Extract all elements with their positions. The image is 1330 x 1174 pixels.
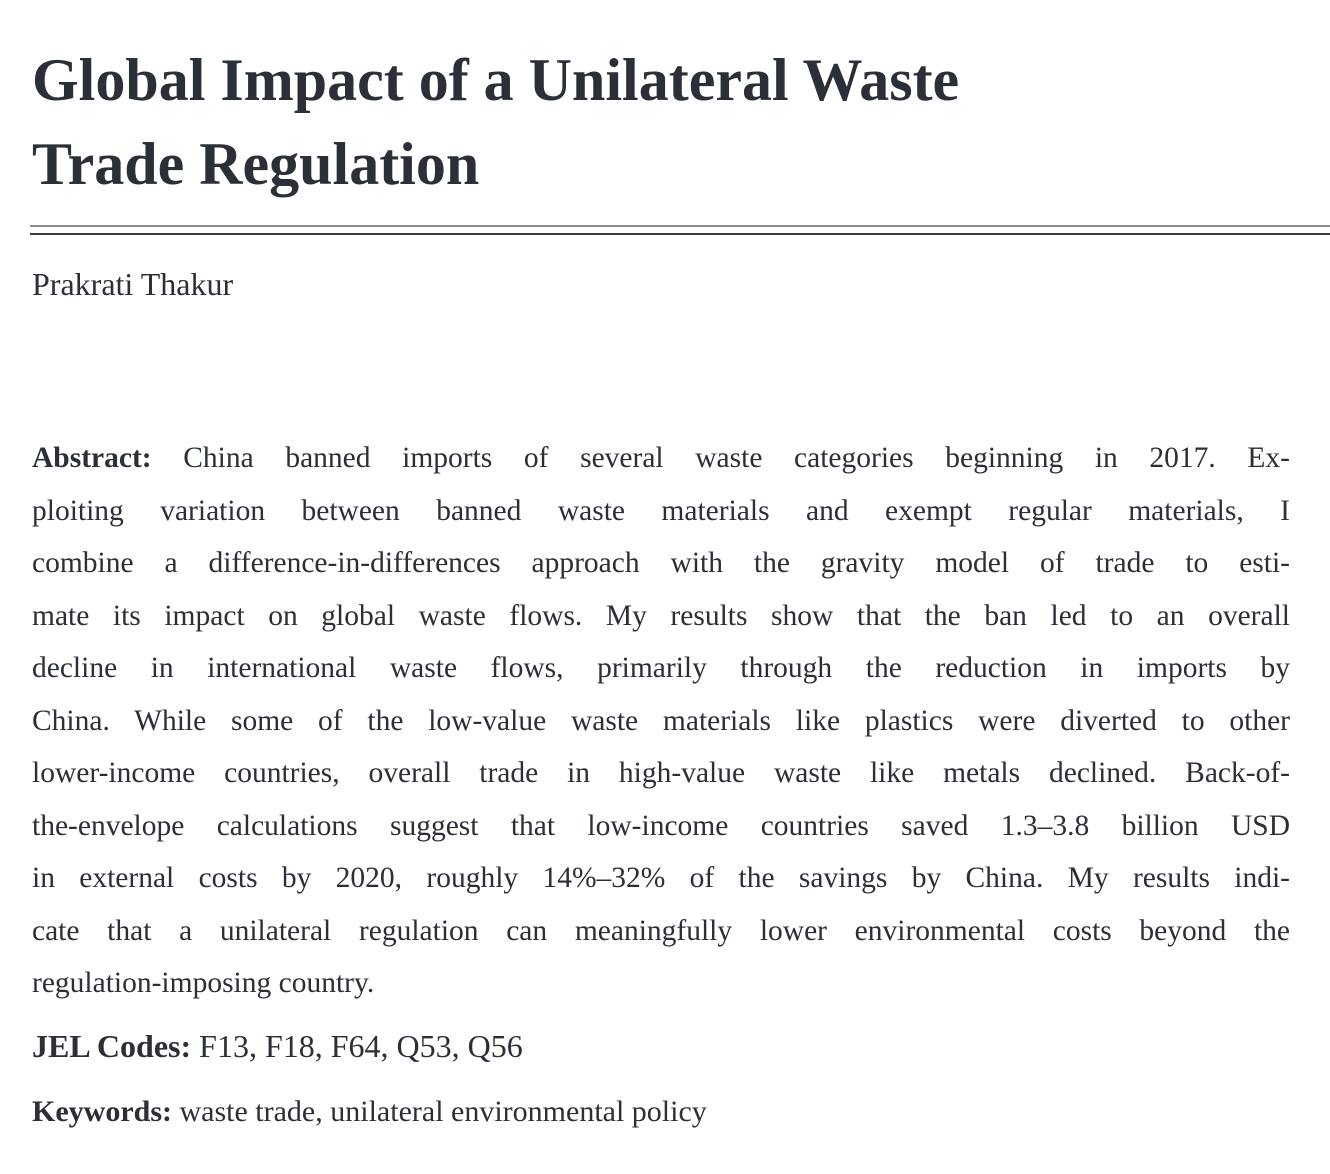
abstract-line: cate that a unilateral regulation can me… bbox=[32, 914, 1290, 947]
jel-label: JEL Codes: bbox=[32, 1028, 192, 1064]
title-line: Trade Regulation bbox=[32, 131, 480, 197]
keywords-label: Keywords: bbox=[32, 1095, 172, 1128]
jel-value: F13, F18, F64, Q53, Q56 bbox=[199, 1028, 523, 1064]
abstract-line: the-envelope calculations suggest that l… bbox=[32, 809, 1290, 842]
title-rule-bottom bbox=[30, 233, 1330, 235]
keywords-value: waste trade, unilateral environmental po… bbox=[179, 1095, 707, 1128]
abstract-line: decline in international waste flows, pr… bbox=[32, 652, 1290, 684]
abstract-line: Abstract: China banned imports of severa… bbox=[32, 442, 1290, 474]
abstract-line: mate its impact on global waste flows. M… bbox=[32, 599, 1290, 632]
abstract: Abstract: China banned imports of severa… bbox=[32, 432, 1290, 1010]
author-name: Prakrati Thakur bbox=[32, 266, 234, 302]
abstract-line: regulation-imposing country. bbox=[32, 967, 375, 999]
title-rule-top bbox=[30, 225, 1330, 227]
abstract-line: combine a difference-in-differences appr… bbox=[32, 547, 1290, 579]
jel-codes: JEL Codes: F13, F18, F64, Q53, Q56 bbox=[32, 1022, 523, 1070]
paper-title: Global Impact of a Unilateral Waste Trad… bbox=[32, 38, 1292, 206]
abstract-label: Abstract: bbox=[32, 442, 152, 474]
abstract-line: lower-income countries, overall trade in… bbox=[32, 757, 1290, 789]
abstract-line: China. While some of the low-value waste… bbox=[32, 704, 1290, 737]
keywords: Keywords: waste trade, unilateral enviro… bbox=[32, 1088, 707, 1136]
abstract-line: ploiting variation between banned waste … bbox=[32, 494, 1290, 527]
title-line: Global Impact of a Unilateral Waste bbox=[32, 47, 960, 113]
abstract-line: in external costs by 2020, roughly 14%–3… bbox=[32, 862, 1290, 894]
